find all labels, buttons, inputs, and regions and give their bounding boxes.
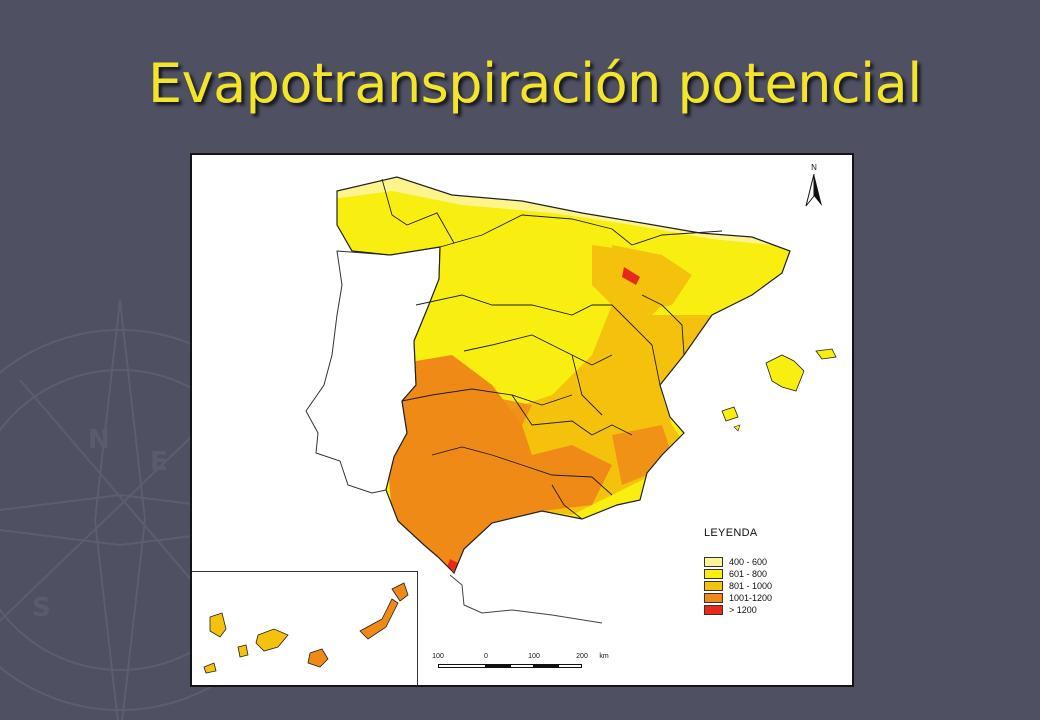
scale-label-0: 0: [484, 653, 488, 660]
formentera: [733, 424, 741, 432]
legend-row: 1001-1200: [704, 592, 824, 603]
legend-row: 801 - 1000: [704, 580, 824, 591]
scale-segment: [438, 664, 486, 668]
legend-label: 601 - 800: [729, 568, 768, 579]
legend-row: 400 - 600: [704, 556, 824, 567]
legend-swatch: [704, 604, 723, 615]
svg-text:E: E: [150, 447, 168, 477]
legend-label: 400 - 600: [729, 556, 768, 567]
class-1001-1200-southeast: [612, 425, 672, 485]
legend-swatch: [704, 592, 723, 603]
north-arrow-icon: [805, 173, 822, 207]
scale-segment: [558, 664, 582, 668]
svg-text:S: S: [32, 593, 51, 623]
africa-coast: [449, 574, 603, 624]
legend-label: 1001-1200: [729, 592, 773, 603]
svg-text:N: N: [88, 425, 110, 455]
scale-segment: [486, 664, 510, 668]
legend-title: LEYENDA: [704, 527, 758, 539]
scale-label-100-left: 100: [432, 653, 444, 660]
scale-segment: [534, 664, 558, 668]
scale-bar: 100 0 100 200 km: [430, 653, 620, 679]
scale-label-100: 100: [528, 653, 540, 660]
basin-boundaries: [381, 178, 723, 520]
map-frame: N LEYENDA 400 - 600 601 - 800 801 - 1000 10…: [190, 153, 854, 687]
legend-row: 601 - 800: [704, 568, 824, 579]
legend: LEYENDA 400 - 600 601 - 800 801 - 1000 1001…: [704, 527, 824, 616]
slide-title: Evapotranspiración potencial: [148, 52, 922, 115]
mallorca: [765, 354, 805, 392]
legend-label: 801 - 1000: [729, 580, 773, 591]
legend-row: > 1200: [704, 604, 824, 615]
north-label: N: [811, 163, 817, 172]
ibiza: [721, 406, 739, 422]
pet-map: [203, 176, 837, 674]
canary-islands: [203, 582, 409, 674]
legend-swatch: [704, 556, 723, 567]
menorca: [815, 348, 837, 360]
scale-label-200: 200: [576, 653, 588, 660]
north-arrow: N: [804, 163, 824, 215]
class-1001-1200-guadiana: [407, 395, 532, 430]
scale-segment: [510, 664, 534, 668]
class-801-1000-ebro: [592, 245, 692, 315]
legend-rows: 400 - 600 601 - 800 801 - 1000 1001-1200 > 1…: [704, 556, 824, 615]
legend-label: > 1200: [729, 604, 757, 615]
class-gt1200-ebro: [622, 267, 640, 285]
legend-swatch: [704, 568, 723, 579]
scale-unit: km: [599, 653, 609, 660]
legend-swatch: [704, 580, 723, 591]
canary-inset-box: [192, 571, 418, 685]
